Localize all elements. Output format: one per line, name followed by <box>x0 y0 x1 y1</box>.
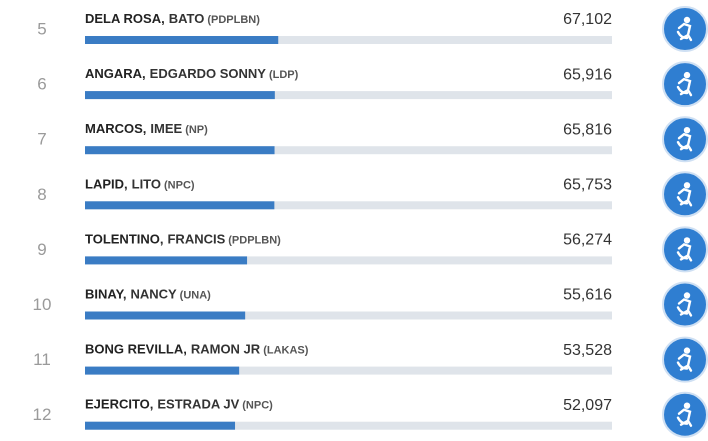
rank: 5 <box>37 19 46 38</box>
bar <box>85 311 246 320</box>
surname: BONG REVILLA, <box>85 342 187 357</box>
candidate-name: BONG REVILLA, RAMON JR (LAKAS) <box>85 342 309 357</box>
vote-count: 56,274 <box>563 232 612 249</box>
bar <box>85 36 279 44</box>
surname: LAPID, <box>85 177 128 192</box>
bar <box>85 421 236 430</box>
candidate-button[interactable] <box>662 281 708 328</box>
rank: 6 <box>37 75 46 94</box>
bar <box>85 201 275 210</box>
candidate-button[interactable] <box>662 336 708 383</box>
icon-figure <box>676 132 693 152</box>
rank: 10 <box>33 295 52 314</box>
icon-figure <box>676 22 693 42</box>
given-name: RAMON JR <box>191 342 261 357</box>
vote-count: 65,816 <box>563 121 612 138</box>
bar-track <box>85 201 612 210</box>
candidate-button[interactable] <box>662 116 708 163</box>
bar <box>85 256 248 265</box>
icon-head <box>683 347 691 354</box>
vote-count: 53,528 <box>563 342 612 359</box>
given-name: EDGARDO SONNY <box>150 67 267 82</box>
button-circle <box>662 226 708 273</box>
given-name: FRANCIS <box>167 232 225 247</box>
icon-figure <box>676 243 693 262</box>
party: (LDP) <box>269 69 299 81</box>
button-circle <box>662 171 708 218</box>
party: (NP) <box>185 124 208 136</box>
candidate-name: EJERCITO, ESTRADA JV (NPC) <box>85 397 273 412</box>
icon-head <box>683 292 691 299</box>
vote-count: 55,616 <box>563 287 612 304</box>
surname: MARCOS, <box>85 122 146 137</box>
party: (PDPLBN) <box>207 14 260 26</box>
icon-figure <box>676 298 693 317</box>
icon-head <box>683 71 691 79</box>
icon-head <box>683 127 691 134</box>
candidate-name: BINAY, NANCY (UNA) <box>85 287 211 302</box>
party: (NPC) <box>242 400 273 412</box>
given-name: LITO <box>132 177 161 192</box>
bar-track <box>85 256 612 265</box>
bar-track <box>85 146 612 155</box>
given-name: IMEE <box>150 122 182 137</box>
surname: EJERCITO, <box>85 397 153 412</box>
button-circle <box>662 61 708 108</box>
vote-count: 65,916 <box>563 66 612 83</box>
icon-figure <box>676 408 693 427</box>
candidate-button[interactable] <box>662 226 708 273</box>
rank: 7 <box>37 130 46 149</box>
party: (NPC) <box>164 179 195 191</box>
icon-figure <box>676 188 693 207</box>
icon-figure <box>676 77 693 97</box>
bar-track <box>85 421 612 430</box>
icon-figure <box>676 353 693 372</box>
icon-head <box>683 16 691 24</box>
button-circle <box>662 6 708 52</box>
vote-count: 52,097 <box>563 397 612 414</box>
candidate-name: MARCOS, IMEE (NP) <box>85 122 208 137</box>
candidate-button[interactable] <box>662 61 708 108</box>
button-circle <box>662 391 708 438</box>
bar <box>85 146 275 155</box>
given-name: BATO <box>169 11 205 26</box>
candidate-button[interactable] <box>662 6 708 52</box>
surname: TOLENTINO, <box>85 232 163 247</box>
button-circle <box>662 281 708 328</box>
candidate-name: LAPID, LITO (NPC) <box>85 177 195 192</box>
bar-track <box>85 311 612 320</box>
icon-head <box>683 237 691 244</box>
button-circle <box>662 116 708 163</box>
candidate-name: DELA ROSA, BATO (PDPLBN) <box>85 11 260 26</box>
party: (UNA) <box>180 289 211 301</box>
given-name: NANCY <box>130 287 177 302</box>
bar-track <box>85 91 612 100</box>
icon-head <box>683 182 691 189</box>
party: (LAKAS) <box>263 345 309 357</box>
button-circle <box>662 336 708 383</box>
rank: 11 <box>33 350 51 369</box>
rank: 12 <box>33 405 52 424</box>
candidate-name: TOLENTINO, FRANCIS (PDPLBN) <box>85 232 281 247</box>
surname: BINAY, <box>85 287 126 302</box>
candidate-button[interactable] <box>662 391 708 438</box>
bar <box>85 91 275 100</box>
candidate-name: ANGARA, EDGARDO SONNY (LDP) <box>85 67 299 82</box>
surname: DELA ROSA, <box>85 11 165 26</box>
vote-count: 65,753 <box>563 177 612 194</box>
party: (PDPLBN) <box>228 234 281 246</box>
vote-count: 67,102 <box>563 11 612 28</box>
bar-track <box>85 366 612 375</box>
surname: ANGARA, <box>85 67 146 82</box>
candidate-button[interactable] <box>662 171 708 218</box>
bar <box>85 366 240 375</box>
rank: 9 <box>37 240 46 259</box>
given-name: ESTRADA JV <box>157 397 239 412</box>
icon-head <box>683 402 691 409</box>
bar-track <box>85 36 612 44</box>
rank: 8 <box>37 185 46 204</box>
